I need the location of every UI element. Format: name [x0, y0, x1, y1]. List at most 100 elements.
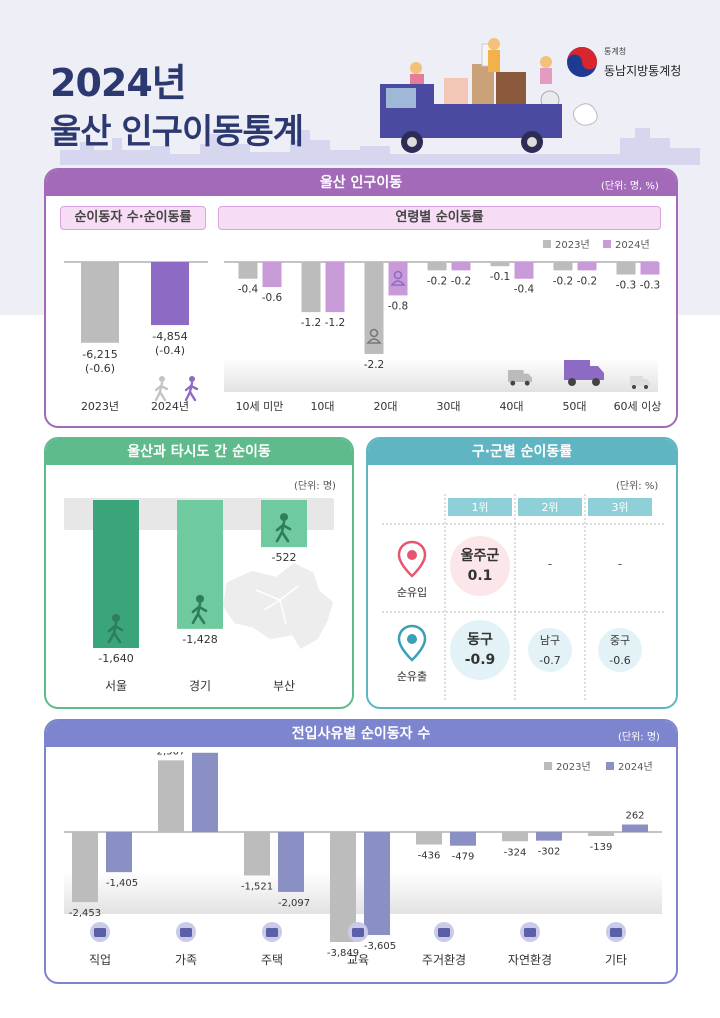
- bar-reason-2-0: [244, 832, 270, 876]
- tick-label-age-2: 20대: [373, 400, 397, 413]
- data-label-age-4-0: -0.1: [490, 271, 511, 283]
- tick-label-age-5: 50대: [562, 400, 586, 413]
- bar-reason-3-0: [330, 832, 356, 942]
- bar-age-1-0: [301, 262, 321, 313]
- bar-age-3-1: [451, 262, 471, 271]
- bar-age-3-0: [427, 262, 447, 271]
- rank-header-0: [448, 498, 512, 516]
- truck-icon: [564, 360, 604, 386]
- bar-net-1: [151, 262, 189, 326]
- data-label-reason-5-1: -302: [538, 847, 561, 858]
- walker-head: [112, 614, 120, 622]
- page-title-year: 2024년: [50, 61, 187, 105]
- legend-swatch-1: [606, 762, 614, 770]
- cell-value-1-0: -0.9: [465, 652, 496, 668]
- cell-value-0-2: -: [618, 557, 622, 571]
- truck-wheel: [644, 385, 648, 389]
- city-skyline-decoration: [60, 128, 700, 165]
- tick-label-age-4: 40대: [499, 400, 523, 413]
- house-icon: [262, 922, 282, 942]
- person-body: [366, 338, 382, 344]
- data-label-reason-0-0: -2,453: [69, 908, 101, 919]
- tick-label-region-2: 부산: [273, 679, 295, 693]
- data-label-reason-3-1: -3,605: [364, 941, 396, 952]
- data-label-age-6-1: -0.3: [640, 280, 661, 292]
- truck-icon: [508, 370, 532, 386]
- panel-districts-title: 구·군별 순이동률: [368, 439, 676, 465]
- truck-wheel: [510, 380, 516, 386]
- icon-glyph: [524, 928, 536, 937]
- bar-reason-6-0: [588, 832, 614, 836]
- tick-label-reason-6: 기타: [605, 953, 627, 967]
- cell-name-1-2: 중구: [610, 634, 630, 647]
- walker-icon: [184, 376, 199, 402]
- briefcase-icon: [90, 922, 110, 942]
- walker-head: [189, 376, 195, 382]
- pin-center: [407, 634, 417, 644]
- data-label-age-4-1: -0.4: [514, 284, 535, 296]
- data-label-age-3-0: -0.2: [427, 275, 448, 287]
- tick-label-region-0: 서울: [105, 679, 127, 693]
- walker-head: [159, 376, 165, 382]
- legend-swatch-0: [543, 240, 551, 248]
- walker-icon: [154, 376, 169, 402]
- bar-reason-1-1: [192, 752, 218, 832]
- data-label-age-0-1: -0.6: [262, 292, 283, 304]
- tick-label-reason-1: 가족: [175, 953, 197, 967]
- data-label-age-1-1: -1.2: [325, 317, 346, 329]
- truck-cargo: [508, 370, 524, 382]
- person-icon: [366, 328, 382, 344]
- person-icon: [390, 270, 406, 286]
- bar-age-5-0: [553, 262, 573, 271]
- bar-net-0: [81, 262, 119, 343]
- data-label-region-2: -522: [272, 551, 297, 564]
- truck-wheel: [568, 378, 576, 386]
- more-icon: [606, 922, 626, 942]
- walker-body: [154, 381, 169, 402]
- bar-reason-1-0: [158, 760, 184, 832]
- bar-age-4-1: [514, 262, 534, 279]
- tick-label-reason-0: 직업: [89, 953, 111, 967]
- walker-body: [107, 621, 124, 644]
- tick-label-net-1: 2024년: [151, 400, 189, 413]
- rate-label-net-1: (-0.4): [155, 344, 185, 357]
- chart-net-migration: -6,215(-0.6) 2023년 -4,854(-0.4) 2024년: [64, 261, 208, 413]
- tick-label-reason-2: 주택: [261, 953, 283, 967]
- truck-wheel: [524, 380, 530, 386]
- rank-header-2: [588, 498, 652, 516]
- walker-body: [184, 381, 199, 402]
- truck-wheel: [632, 385, 636, 389]
- rank-label-0: 1위: [471, 501, 488, 514]
- data-label-age-6-0: -0.3: [616, 280, 637, 292]
- legend-swatch-0: [544, 762, 552, 770]
- bar-age-2-0: [364, 262, 384, 354]
- pin-center: [407, 550, 417, 560]
- book-icon: [348, 922, 368, 942]
- tick-label-age-3: 30대: [436, 400, 460, 413]
- data-label-region-1: -1,428: [182, 633, 217, 646]
- agency-parent-name: 통계청: [604, 47, 627, 56]
- bar-reason-4-0: [416, 832, 442, 845]
- rank-label-1: 2위: [541, 501, 558, 514]
- cell-highlight: [598, 628, 642, 672]
- panel-regions-unit: (단위: 명): [294, 481, 336, 492]
- page-title: 울산 인구이동통계: [50, 112, 304, 152]
- person-head: [369, 328, 379, 338]
- panel-migration-title: 울산 인구이동: [46, 170, 676, 196]
- bar-reason-0-1: [106, 832, 132, 873]
- truck-cab: [523, 373, 532, 382]
- panel-reasons-unit: (단위: 명): [618, 732, 660, 743]
- chart-reasons: 2023년2024년-2,453-1,405직업2,5072,772가족-1,5…: [64, 752, 662, 967]
- moving-truck-illustration: [380, 38, 598, 153]
- panel-districts-unit: (단위: %): [616, 481, 659, 492]
- panel-migration-unit: (단위: 명, %): [601, 181, 659, 192]
- tree-icon: [520, 922, 540, 942]
- cell-value-1-1: -0.7: [539, 654, 560, 667]
- data-label-reason-6-0: -139: [590, 842, 613, 853]
- data-label-reason-4-0: -436: [418, 850, 441, 861]
- truck-icon: [630, 376, 650, 389]
- walker-icon: [107, 614, 124, 644]
- bar-age-4-0: [490, 262, 510, 267]
